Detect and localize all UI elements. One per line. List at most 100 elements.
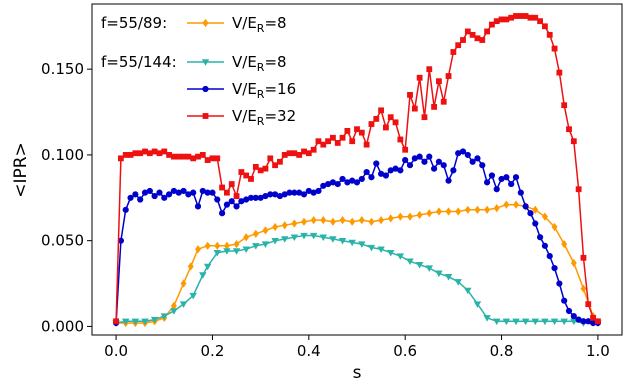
data-point	[187, 262, 194, 271]
data-point	[397, 212, 404, 221]
data-point	[560, 318, 568, 326]
data-point	[272, 222, 279, 232]
data-point	[151, 192, 158, 200]
data-point	[349, 138, 356, 145]
data-point	[204, 157, 211, 163]
data-point	[358, 175, 365, 183]
x-tick-label: 1.0	[586, 342, 610, 360]
data-point	[541, 318, 549, 326]
legend-entry-label: V/ER=8	[232, 53, 287, 74]
axes-layer: 0.0 0.2 0.4 0.6 0.8 1.0 0.000 0.050 0.100 0.150	[41, 60, 610, 360]
data-point	[142, 148, 148, 155]
data-point	[406, 162, 414, 169]
data-point	[585, 301, 592, 308]
data-point	[521, 318, 530, 326]
data-point	[489, 21, 495, 28]
x-tick-label: 0.2	[201, 342, 225, 360]
data-point	[165, 191, 173, 198]
data-point	[445, 207, 452, 216]
data-point	[512, 174, 520, 181]
data-point	[199, 152, 206, 158]
data-point	[213, 249, 221, 257]
data-point	[166, 152, 172, 158]
data-point	[469, 158, 476, 165]
data-point	[118, 155, 124, 162]
series-0	[113, 200, 601, 328]
data-point	[556, 69, 563, 76]
data-point	[455, 207, 462, 216]
data-point	[464, 28, 471, 35]
data-point	[334, 140, 341, 146]
data-point	[536, 234, 544, 241]
data-point	[267, 155, 274, 162]
data-point	[228, 181, 235, 187]
data-point	[527, 14, 534, 21]
data-point	[426, 153, 433, 160]
data-point	[454, 279, 462, 286]
data-point	[272, 162, 278, 169]
data-point	[151, 148, 158, 155]
legend-swatch-marker	[202, 85, 209, 93]
data-point	[493, 318, 501, 326]
data-point	[474, 205, 481, 214]
data-point	[358, 129, 365, 136]
series-line	[115, 234, 598, 324]
data-point	[281, 221, 288, 230]
data-point	[339, 134, 346, 141]
data-point	[232, 248, 241, 255]
data-point	[402, 156, 409, 164]
data-point	[416, 74, 423, 81]
data-point	[238, 169, 245, 175]
data-point	[378, 107, 384, 114]
data-point	[387, 249, 395, 257]
data-point	[464, 287, 472, 295]
data-point	[416, 210, 423, 220]
data-point	[233, 203, 240, 210]
data-point	[445, 73, 452, 79]
data-point	[426, 66, 433, 73]
data-point	[320, 215, 327, 225]
data-point	[522, 203, 529, 210]
data-point	[368, 217, 375, 226]
data-point	[479, 162, 486, 169]
data-point	[195, 153, 201, 160]
data-point	[503, 174, 510, 181]
data-point	[387, 114, 394, 121]
data-point	[402, 146, 409, 153]
data-point	[421, 114, 428, 121]
data-point	[180, 279, 187, 288]
data-point	[551, 45, 558, 52]
data-point	[156, 189, 163, 196]
data-point	[329, 217, 336, 226]
series-2	[112, 148, 602, 327]
data-point	[363, 168, 370, 176]
x-tick-label: 0.8	[490, 342, 514, 360]
data-point	[277, 158, 283, 165]
data-point	[291, 150, 298, 157]
data-point	[595, 318, 601, 325]
data-point	[344, 128, 351, 134]
data-point	[513, 200, 519, 209]
data-point	[195, 245, 201, 254]
data-point	[180, 153, 187, 160]
data-point	[358, 215, 365, 225]
data-point	[281, 152, 288, 158]
data-point	[474, 35, 481, 42]
data-point	[218, 210, 226, 217]
data-point	[459, 148, 467, 155]
data-point	[252, 164, 259, 170]
data-point	[122, 318, 130, 326]
data-point	[132, 191, 139, 198]
data-point	[161, 194, 168, 201]
data-point	[377, 246, 385, 254]
legend-entry-label: V/ER=32	[232, 107, 296, 128]
legend-group-label: f=55/144:	[101, 53, 177, 71]
data-point	[305, 150, 312, 157]
data-point	[190, 155, 197, 162]
data-point	[460, 37, 466, 43]
data-point	[190, 189, 197, 196]
y-tick-label: 0.000	[41, 317, 84, 335]
series-3	[113, 13, 601, 325]
data-point	[455, 42, 462, 49]
data-point	[590, 314, 596, 321]
